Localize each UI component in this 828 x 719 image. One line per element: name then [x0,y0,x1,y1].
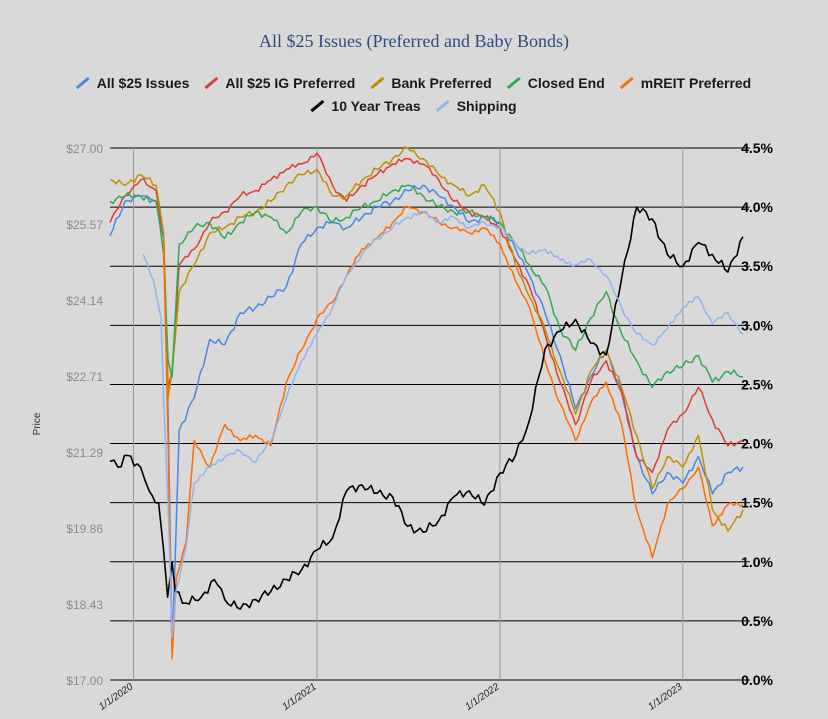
right-tick-3-0: 3.0% [741,317,773,333]
legend-label: All $25 Issues [97,75,190,91]
series-line-10-year-treas [109,206,744,610]
series-line-shipping [142,210,744,639]
left-tick-27-00: $27.00 [66,142,103,156]
x-tick-1-1-2021: 1/1/2021 [281,681,319,712]
legend-swatch [204,76,219,90]
right-tick-4-0: 4.0% [741,199,773,215]
legend-swatch [310,99,325,113]
legend-item-closed-end: Closed End [506,75,605,91]
left-tick-19-86: $19.86 [66,522,103,536]
left-tick-21-29: $21.29 [66,446,103,460]
right-tick-0-5: 0.5% [741,613,773,629]
gridlines [110,147,750,681]
legend-label: Shipping [457,98,517,114]
series-line-closed-end [109,184,743,389]
chart-title: All $25 Issues (Preferred and Baby Bonds… [259,31,569,52]
series-line-mreit-preferred [162,205,744,660]
legend-item-all-25-issues: All $25 Issues [75,75,190,91]
series-group [109,146,744,660]
legend-item-mreit-preferred: mREIT Preferred [619,75,751,91]
legend: All $25 Issues All $25 IG Preferred Bank P… [75,75,751,114]
legend-item-shipping: Shipping [435,98,517,114]
left-tick-17-00: $17.00 [66,674,103,688]
legend-label: 10 Year Treas [331,98,420,114]
legend-swatch [370,76,385,90]
legend-item-all-25-ig-preferred: All $25 IG Preferred [204,75,355,91]
left-tick-22-71: $22.71 [66,370,103,384]
legend-swatch [619,76,634,90]
x-tick-1-1-2023: 1/1/2023 [646,681,685,713]
left-tick-25-57: $25.57 [66,218,103,232]
right-tick-3-5: 3.5% [741,258,773,274]
legend-item-10-year-treas: 10 Year Treas [310,98,421,114]
right-tick-1-5: 1.5% [741,495,773,511]
series-line-bank-preferred [109,146,744,532]
legend-item-bank-preferred: Bank Preferred [370,75,492,91]
legend-label: mREIT Preferred [641,75,751,91]
x-tick-1-1-2022: 1/1/2022 [463,681,502,713]
series-line-all-25-ig-preferred [109,152,744,474]
left-tick-24-14: $24.14 [66,294,103,308]
y-axis-label: Price [32,412,43,435]
legend-label: Closed End [528,75,605,91]
right-tick-2-0: 2.0% [741,436,773,452]
right-tick-4-5: 4.5% [741,140,773,156]
right-tick-0-0: 0.0% [741,672,773,688]
series-line-all-25-issues [109,184,744,649]
right-tick-1-0: 1.0% [741,554,773,570]
legend-swatch [435,99,450,113]
left-tick-18-43: $18.43 [66,598,103,612]
legend-label: Bank Preferred [391,75,491,91]
legend-swatch [75,76,90,90]
legend-swatch [506,76,521,90]
right-tick-2-5: 2.5% [741,376,773,392]
legend-label: All $25 IG Preferred [225,75,355,91]
